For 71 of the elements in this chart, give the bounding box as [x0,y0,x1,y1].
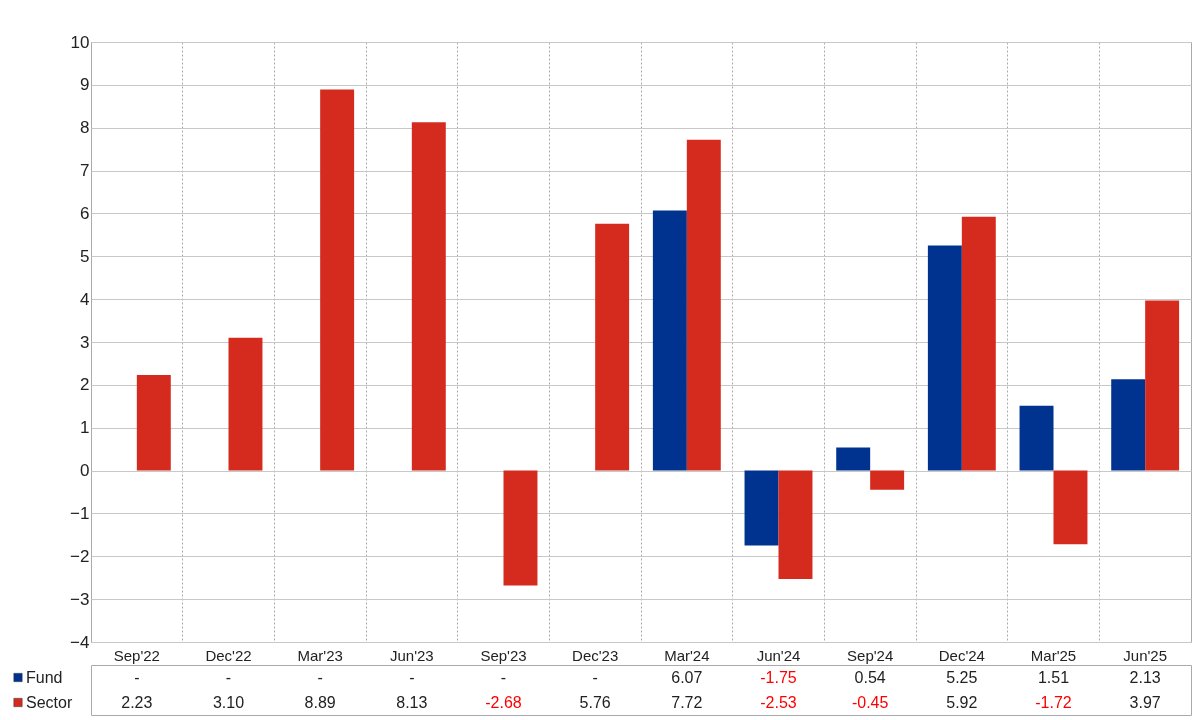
legend-label: Sector [26,693,73,711]
y-tick-label: 2 [80,375,90,395]
bar [595,223,630,471]
text: - [317,668,323,686]
data-label: 2.23 [121,693,153,711]
bar [1019,405,1054,471]
y-tick-label: 0 [80,461,90,481]
bar [836,447,871,471]
y-tick-label: 10 [70,32,90,52]
bar [320,89,355,471]
x-tick-label: Jun'24 [756,646,801,664]
bar [1053,470,1088,545]
y-tick-label: 3 [80,332,90,352]
text: - [134,668,140,686]
x-tick-label: Jun'23 [389,646,434,664]
data-label: -1.72 [1035,693,1072,711]
data-label: -2.68 [485,693,522,711]
x-tick-label: Dec'22 [205,646,252,664]
data-label: 1.51 [1037,668,1070,686]
data-label: 5.25 [946,668,978,686]
y-tick-label: −2 [70,546,90,566]
bar [686,139,721,471]
y-tick-label: 9 [80,75,90,95]
bar [961,216,996,471]
y-tick-label: −1 [70,503,90,523]
x-tick-label: Mar'25 [1030,646,1077,664]
y-tick-label: 7 [80,161,90,181]
x-tick-label: Jun'25 [1123,646,1168,664]
x-tick-label: Dec'24 [938,646,985,664]
legend-label: Fund [26,668,63,686]
bar [1145,300,1180,471]
bar [870,470,905,490]
bar [411,122,446,471]
x-tick-label: Mar'24 [664,646,710,664]
data-label: -0.45 [851,693,889,711]
text: - [500,668,507,686]
bar [927,245,962,471]
data-label: 0.54 [854,668,886,686]
data-label: 8.13 [396,693,428,711]
data-label: 3.97 [1129,693,1161,711]
data-label: 7.72 [671,693,703,711]
bar [652,210,687,471]
x-tick-label: Mar'23 [297,646,343,664]
bar [744,470,779,546]
data-label: 6.07 [671,668,703,686]
y-tick-label: 6 [80,203,90,223]
y-tick-label: −3 [70,589,90,609]
bar [1111,379,1146,471]
x-tick-label: Sep'23 [480,646,527,664]
data-label: -2.53 [760,693,797,711]
text: - [592,668,598,686]
data-label: 8.89 [304,693,336,711]
bar [136,375,171,471]
bar [778,470,813,579]
x-tick-label: Sep'22 [113,646,160,664]
y-tick-label: 1 [80,418,90,438]
data-label: 2.13 [1129,668,1161,686]
y-tick-label: 4 [80,289,90,309]
data-label: 5.76 [579,693,611,711]
data-label: 5.92 [946,693,978,711]
y-tick-label: −4 [70,632,90,652]
y-tick-label: 5 [80,246,90,266]
bar [228,337,263,471]
bar [503,470,538,586]
data-label: 3.10 [212,693,245,711]
x-tick-label: Dec'23 [572,646,619,664]
text: - [409,668,415,686]
text: - [225,668,232,686]
data-label: -1.75 [760,668,797,686]
y-tick-label: 8 [80,118,90,138]
x-tick-label: Sep'24 [847,646,894,664]
